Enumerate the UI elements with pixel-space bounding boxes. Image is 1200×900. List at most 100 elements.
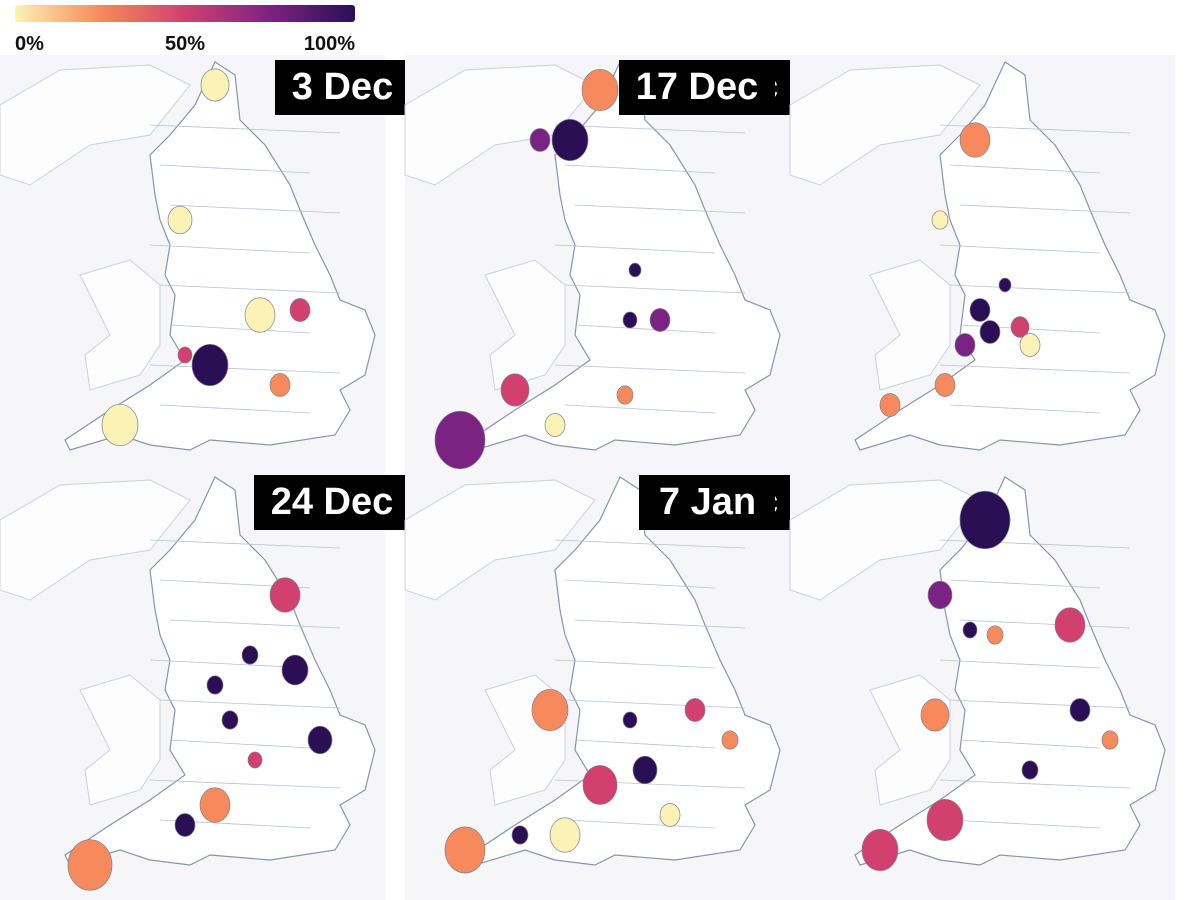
district-border [149, 779, 341, 789]
england-outline [64, 476, 376, 866]
district [622, 711, 638, 729]
district [191, 343, 229, 387]
district-border [564, 699, 746, 709]
district-border [554, 539, 746, 549]
district [986, 625, 1004, 645]
district-border [554, 659, 716, 669]
district-border [939, 364, 1131, 374]
district-border [159, 404, 311, 414]
district [247, 751, 263, 769]
district [511, 825, 529, 845]
panel-label-box [254, 475, 410, 530]
district [167, 205, 193, 235]
panel-label-box [640, 475, 775, 530]
legend-tick-label: 0% [15, 33, 44, 55]
wales-outline [79, 674, 161, 806]
district [206, 675, 224, 695]
district [241, 645, 259, 665]
district-border [574, 619, 746, 629]
district [659, 803, 681, 827]
district [861, 828, 899, 872]
district-border [149, 124, 341, 134]
district-border [949, 284, 1131, 294]
district [289, 298, 311, 322]
england-outline [854, 61, 1166, 451]
district [434, 410, 486, 470]
district-border [959, 204, 1131, 214]
district-border [959, 739, 1101, 749]
district [920, 698, 950, 732]
scotland-outline [789, 64, 981, 186]
district [879, 393, 901, 417]
district [67, 839, 113, 891]
district [200, 68, 230, 102]
scotland-outline [789, 479, 981, 601]
district [307, 725, 333, 755]
map-panel: 24 Dec [0, 470, 410, 900]
legend-tick-label: 50% [165, 33, 205, 55]
district [632, 755, 658, 785]
panel-label: 24 Dec [271, 481, 394, 523]
district [174, 813, 196, 837]
scotland-outline [0, 479, 191, 601]
district [931, 210, 949, 230]
district [998, 277, 1012, 293]
map-panel: 10 Dec [404, 55, 795, 485]
district [649, 308, 671, 332]
district-border [554, 364, 746, 374]
district-border [159, 164, 311, 174]
district [582, 765, 618, 805]
panel-label-box [275, 60, 410, 115]
district-border [159, 284, 341, 294]
district [1069, 698, 1091, 722]
district-border [564, 819, 716, 829]
district [1019, 333, 1041, 357]
district-border [574, 204, 746, 214]
panel-label-box [619, 60, 775, 115]
district [969, 298, 991, 322]
district-border [949, 819, 1101, 829]
district [549, 817, 581, 853]
district-border [939, 659, 1101, 669]
district-border [149, 539, 341, 549]
district [959, 122, 991, 158]
panel-label: 3 Dec [292, 66, 393, 108]
district-border [949, 699, 1131, 709]
england-outline [469, 61, 781, 451]
district [622, 311, 638, 329]
district-border [564, 404, 716, 414]
district [1054, 607, 1086, 643]
wales-outline [79, 259, 161, 391]
map-panel: 17 Dec [619, 55, 1175, 485]
district-border [564, 164, 716, 174]
district-border [554, 124, 746, 134]
england-outline [469, 476, 781, 866]
district-border [949, 579, 1101, 589]
district [926, 798, 964, 842]
legend-colorbar [15, 5, 355, 22]
district [244, 297, 276, 333]
district [269, 373, 291, 397]
map-panel: 7 Jan [640, 470, 1175, 900]
district-border [949, 164, 1101, 174]
district [531, 688, 569, 732]
district-border [939, 779, 1131, 789]
map-panel: 3 Dec [0, 55, 410, 485]
district [1101, 730, 1119, 750]
district [962, 621, 978, 639]
district [616, 385, 634, 405]
scotland-outline [404, 479, 596, 601]
district-border [939, 244, 1101, 254]
district [544, 413, 566, 437]
district [101, 403, 139, 447]
district-border [149, 364, 341, 374]
district [959, 490, 1011, 550]
district [444, 826, 486, 874]
map-panel: 31 Dec [404, 470, 795, 900]
scotland-outline [0, 64, 191, 186]
district [529, 128, 551, 152]
district-border [149, 244, 311, 254]
district-border [574, 324, 716, 334]
panel-label: 17 Dec [636, 66, 759, 108]
